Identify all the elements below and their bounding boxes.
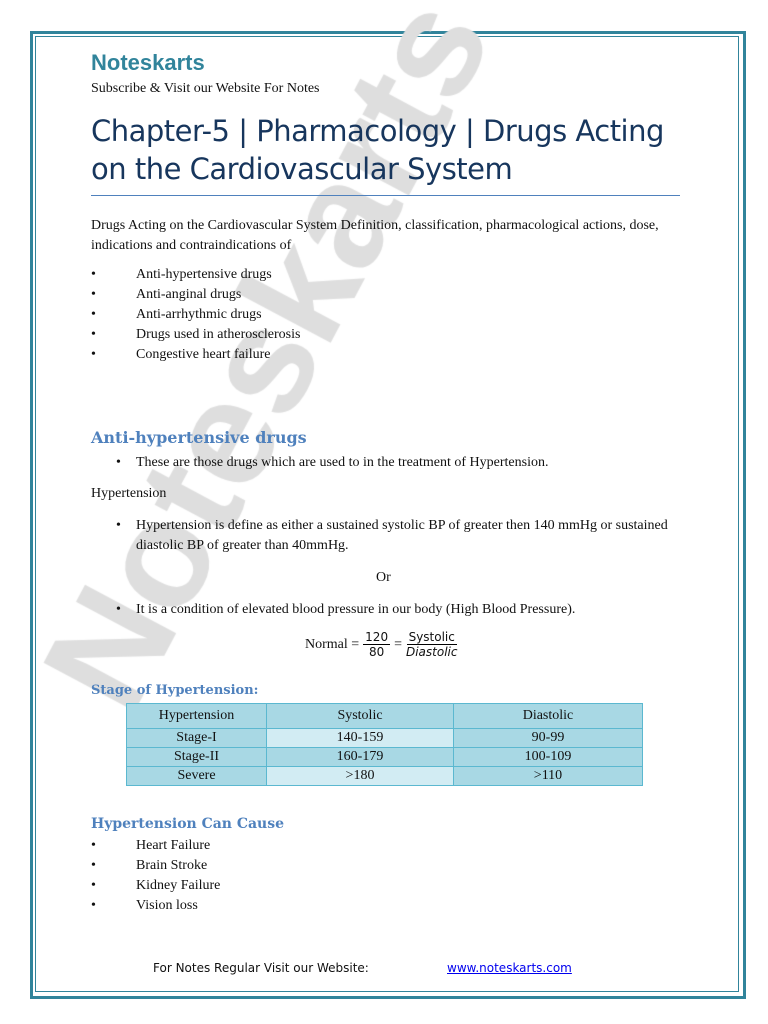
table-cell: 90-99 [453,728,643,748]
table-header: Systolic [266,703,454,729]
list-item: Vision loss [91,896,220,916]
table-cell: >110 [453,766,643,786]
causes-list: Heart Failure Brain Stroke Kidney Failur… [91,836,220,916]
brand-logo: Noteskarts [91,50,205,75]
list-item: Heart Failure [91,836,220,856]
table-cell: Stage-II [126,747,267,767]
formula-numerator: 120 [363,630,391,645]
formula-denominator: Diastolic [405,645,458,659]
website-link[interactable]: www.noteskarts.com [447,961,572,975]
list-item: These are those drugs which are used to … [116,453,548,473]
title-divider [91,195,680,196]
hypertension-stage-table: Hypertension Systolic Diastolic Stage-I 140… [126,703,643,786]
list-item: Congestive heart failure [91,345,300,365]
page-title: Chapter-5 | Pharmacology | Drugs Acting … [91,114,664,186]
list-item: Anti-hypertensive drugs [91,265,300,285]
list-item: Anti-arrhythmic drugs [91,305,300,325]
formula-denominator: 80 [368,645,385,659]
table-row: Stage-I 140-159 90-99 [126,728,643,748]
section-heading: Hypertension Can Cause [91,816,285,832]
table-cell: >180 [266,766,454,786]
formula-lhs: Normal = [305,636,360,652]
formula-numerator: Systolic [406,630,457,645]
section-heading: Anti-hypertensive drugs [91,428,307,447]
list-item: Kidney Failure [91,876,220,896]
section-heading: Stage of Hypertension: [91,683,259,698]
table-cell: 160-179 [266,747,454,767]
normal-bp-formula: Normal = 120 80 = Systolic Diastolic [305,630,457,659]
footer-text: For Notes Regular Visit our Website: [153,961,369,975]
table-cell: 140-159 [266,728,454,748]
table-header: Hypertension [126,703,267,729]
table-cell: Stage-I [126,728,267,748]
table-cell: Severe [126,766,267,786]
list-item: Drugs used in atherosclerosis [91,325,300,345]
intro-text: Drugs Acting on the Cardiovascular Syste… [91,218,659,253]
list-item: Hypertension is define as either a susta… [116,516,676,556]
table-header-row: Hypertension Systolic Diastolic [126,703,643,729]
list-item: It is a condition of elevated blood pres… [116,600,575,620]
topics-list: Anti-hypertensive drugs Anti-anginal dru… [91,265,300,365]
table-row: Stage-II 160-179 100-109 [126,747,643,767]
list-item: Anti-anginal drugs [91,285,300,305]
formula-equals: = [394,636,402,652]
hypertension-label: Hypertension [91,486,167,501]
table-row: Severe >180 >110 [126,766,643,786]
table-header: Diastolic [453,703,643,729]
table-cell: 100-109 [453,747,643,767]
subtitle: Subscribe & Visit our Website For Notes [91,81,320,96]
list-item: Brain Stroke [91,856,220,876]
or-text: Or [376,570,391,585]
